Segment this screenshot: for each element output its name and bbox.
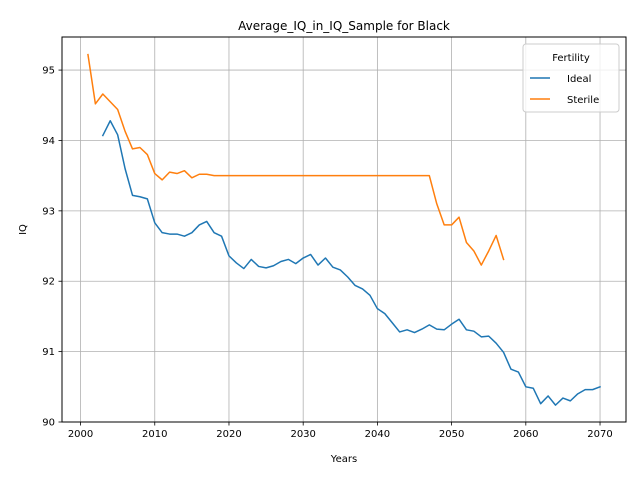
y-tick-label: 93 [42,206,55,217]
x-axis-label: Years [330,454,357,465]
y-tick-label: 92 [42,277,55,288]
legend: Fertility Ideal Sterile [522,43,620,113]
x-tick-label: 2010 [142,429,167,440]
x-tick-label: 2070 [587,429,612,440]
chart-title: Average_IQ_in_IQ_Sample for Black [238,19,450,33]
x-tick-label: 2040 [365,429,390,440]
plot-area-frame [61,36,627,423]
legend-entries: Ideal Sterile [530,74,599,106]
y-tick-label: 90 [42,418,55,429]
x-tick-label: 2000 [68,429,93,440]
legend-title: Fertility [552,53,590,64]
x-tick-label: 2050 [439,429,464,440]
series-line-ideal [101,120,601,406]
x-tick-label: 2020 [216,429,241,440]
y-tick-label: 94 [42,136,55,147]
series-layer [87,53,601,406]
series-line-sterile [87,53,505,266]
tick-layer: 2000 2010 2020 2030 2040 2050 2060 2070 90 91 92 93… [42,66,612,440]
legend-label-sterile: Sterile [567,95,599,106]
x-tick-label: 2060 [513,429,538,440]
legend-label-ideal: Ideal [567,74,591,85]
y-axis-label: IQ [18,224,29,235]
y-tick-label: 91 [42,347,55,358]
x-tick-label: 2030 [290,429,315,440]
legend-box [522,43,620,113]
y-tick-label: 95 [42,66,55,77]
